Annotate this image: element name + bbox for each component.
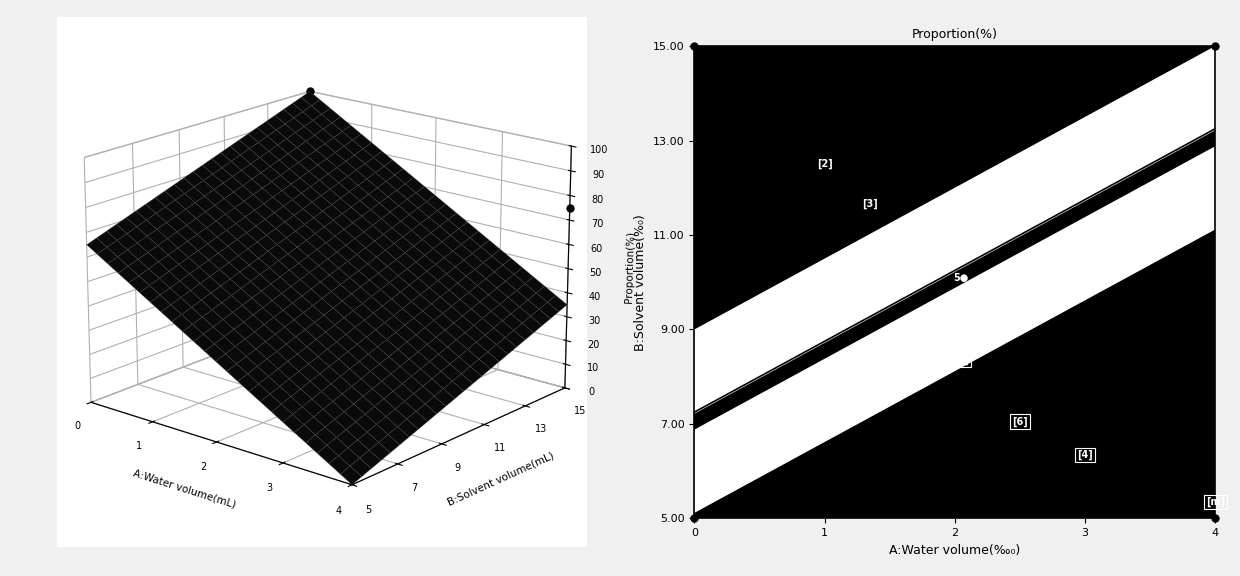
Y-axis label: B:Solvent volume(mL): B:Solvent volume(mL) (446, 450, 556, 507)
Text: [4]: [4] (1078, 449, 1092, 460)
X-axis label: A:Water volume(‰₀): A:Water volume(‰₀) (889, 544, 1021, 556)
Text: [6]: [6] (1012, 416, 1028, 427)
Text: [m]: [m] (1205, 497, 1225, 507)
Text: [1]: [1] (954, 355, 970, 365)
Title: Proportion(%): Proportion(%) (911, 28, 998, 41)
Text: [8]: [8] (947, 228, 962, 238)
X-axis label: A:Water volume(mL): A:Water volume(mL) (133, 468, 237, 510)
Text: [3]: [3] (862, 199, 878, 210)
Text: [2]: [2] (817, 159, 832, 169)
Y-axis label: B:Solvent volume(%₀): B:Solvent volume(%₀) (635, 214, 647, 351)
Text: 5●: 5● (954, 272, 968, 282)
